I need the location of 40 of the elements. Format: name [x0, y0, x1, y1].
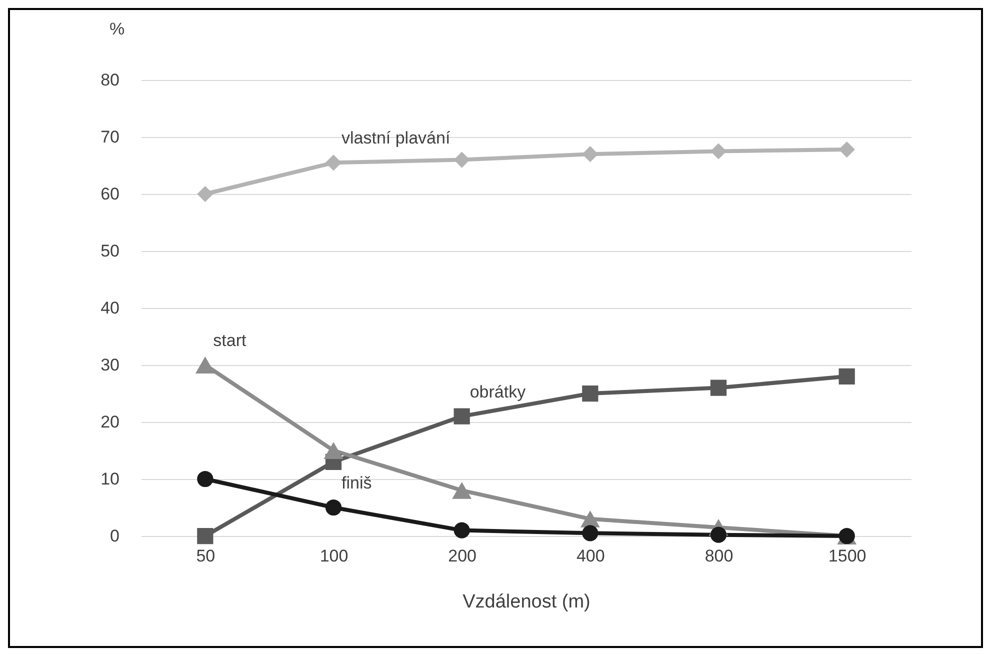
- point: [452, 482, 472, 499]
- x-tick-label: 50: [196, 546, 216, 566]
- x-tick-label: 1500: [828, 546, 866, 566]
- point: [197, 470, 214, 488]
- annotation: finiš: [342, 474, 372, 492]
- point: [710, 380, 727, 396]
- x-tick-label: 200: [448, 546, 477, 566]
- y-axis-title: %: [110, 20, 125, 38]
- y-tick-label: 30: [100, 356, 120, 374]
- point: [582, 385, 598, 402]
- y-tick-label: 0: [110, 526, 120, 546]
- point: [838, 141, 855, 158]
- point: [325, 154, 342, 171]
- point: [582, 146, 598, 162]
- point: [454, 152, 470, 168]
- y-tick-label: 80: [100, 70, 120, 90]
- point: [454, 408, 470, 424]
- y-tick-label: 50: [100, 242, 120, 260]
- point: [197, 186, 214, 202]
- point: [325, 499, 342, 516]
- point: [710, 526, 727, 543]
- y-tick-label: 70: [100, 128, 120, 146]
- y-tick-label: 10: [100, 470, 120, 488]
- point: [195, 356, 215, 374]
- y-tick-label: 20: [100, 412, 120, 432]
- x-axis-title: Vzdálenost (m): [462, 592, 590, 612]
- annotation: start: [213, 331, 247, 350]
- point: [197, 528, 214, 544]
- x-tick-label: 400: [576, 546, 605, 566]
- point: [454, 522, 470, 538]
- point: [838, 368, 855, 384]
- point: [582, 525, 598, 542]
- point: [710, 143, 727, 160]
- point: [324, 442, 344, 459]
- x-tick-label: 100: [320, 546, 348, 566]
- annotation: obrátky: [470, 382, 526, 402]
- x-tick-label: 800: [704, 546, 734, 566]
- y-tick-label: 40: [100, 298, 120, 318]
- y-tick-label: 60: [100, 184, 120, 204]
- annotation: vlastní plavání: [342, 128, 450, 148]
